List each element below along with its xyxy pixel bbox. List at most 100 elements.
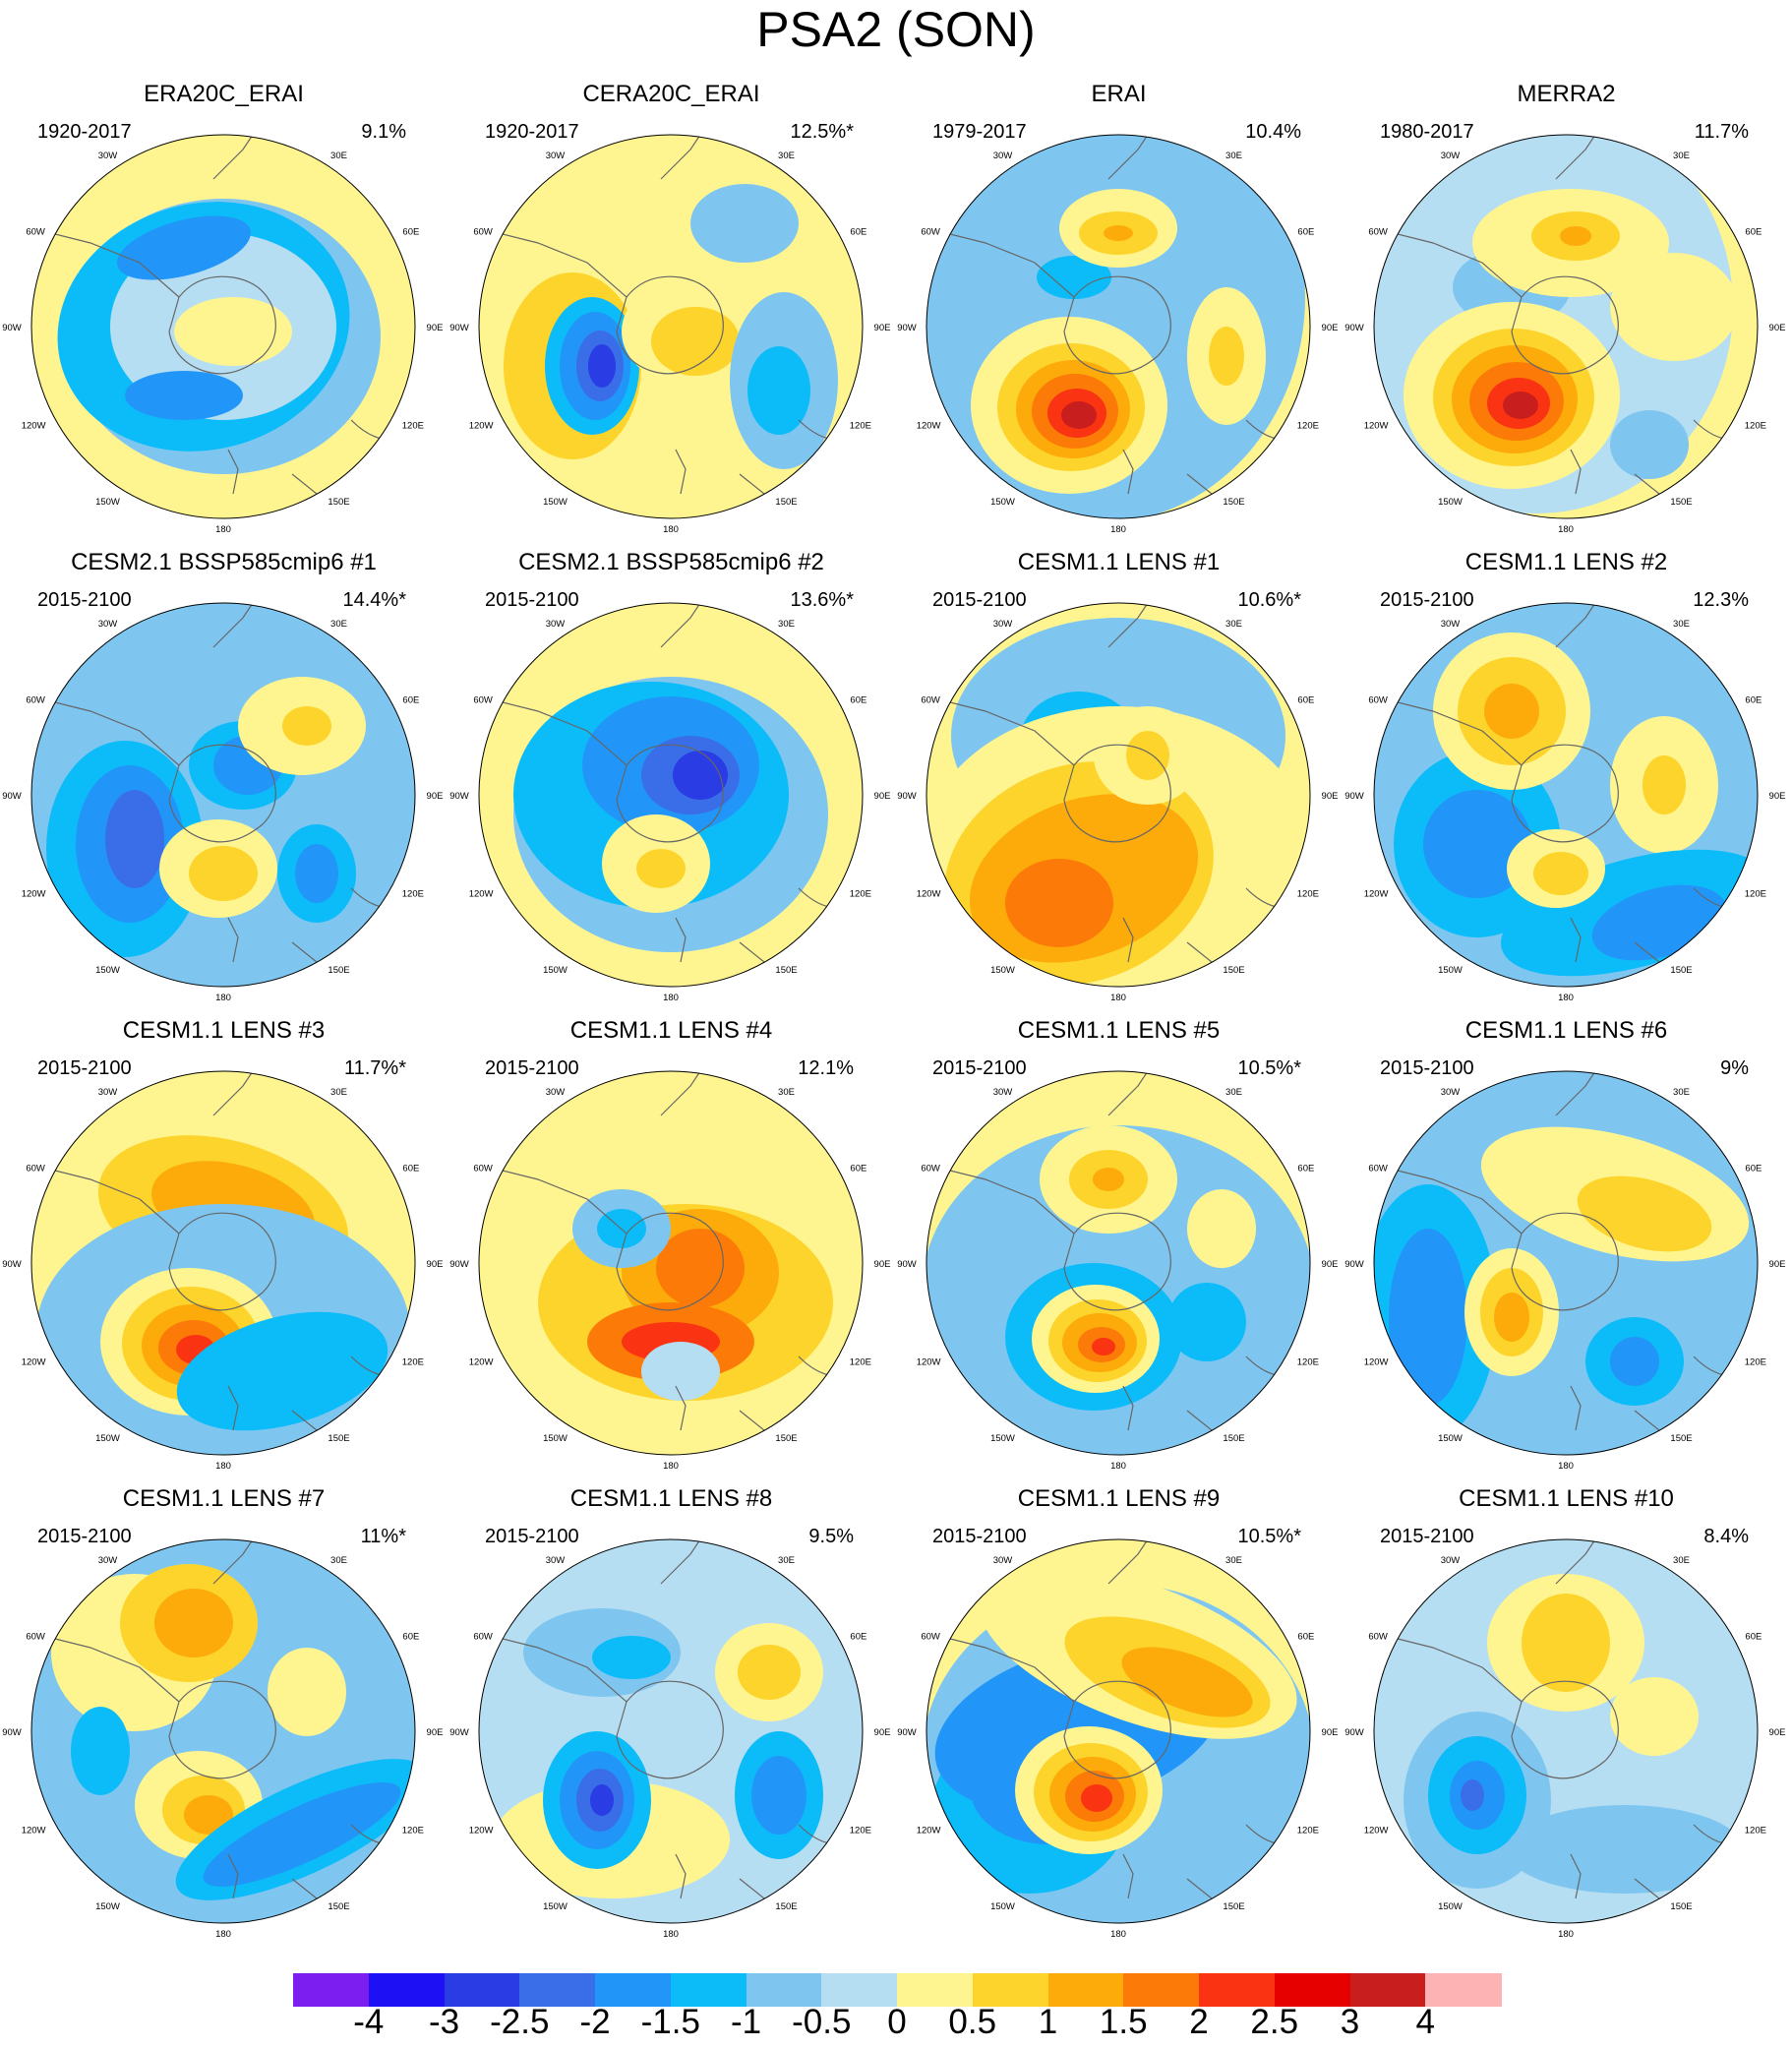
longitude-label: 120W	[1364, 421, 1389, 432]
longitude-label: 90W	[2, 1259, 22, 1270]
longitude-label: 30E	[1225, 151, 1242, 161]
longitude-label: 120E	[402, 889, 424, 900]
map-panel: CESM1.1 LENS #3 2015-2100 11.7%* 0 180 90W 90E…	[0, 1017, 448, 1484]
colorbar-tick-label: 0.5	[948, 2003, 997, 2041]
longitude-label: 0	[668, 1066, 673, 1068]
panel-title: CERA20C_ERAI	[582, 81, 760, 107]
longitude-label: 90W	[1344, 323, 1364, 333]
longitude-label: 90E	[427, 1259, 444, 1270]
longitude-label: 30W	[993, 1087, 1013, 1098]
longitude-label: 30E	[1673, 1087, 1690, 1098]
panel-period: 1980-2017	[1380, 121, 1474, 143]
longitude-label: 30W	[546, 619, 566, 630]
colorbar-tick-label: 2.5	[1250, 2003, 1299, 2041]
anomaly-contour	[590, 1784, 614, 1816]
panel-period: 2015-2100	[485, 1526, 579, 1547]
longitude-label: 120W	[22, 421, 46, 432]
longitude-label: 60W	[921, 1632, 940, 1643]
anomaly-contour	[1104, 225, 1133, 241]
longitude-label: 30W	[98, 151, 118, 161]
longitude-label: 60E	[402, 695, 419, 706]
panel-title: ERAI	[1091, 81, 1147, 107]
polar-stereographic-map: 0 180 90W 90E 30W 30E 60W 60E 120W 120E 150W 150E	[897, 598, 1338, 1001]
longitude-label: 60E	[1745, 1164, 1762, 1175]
colorbar-swatch	[293, 1973, 370, 2007]
longitude-label: 60W	[26, 695, 45, 706]
anomaly-contour	[105, 790, 164, 888]
polar-stereographic-map: 0 180 90W 90E 30W 30E 60W 60E 120W 120E 150W 150E	[449, 130, 890, 533]
longitude-label: 60W	[26, 227, 45, 238]
longitude-label: 150E	[775, 1433, 797, 1444]
colorbar-swatch	[1199, 1973, 1276, 2007]
anomaly-contour	[1061, 401, 1097, 429]
coastline	[479, 1539, 863, 1923]
longitude-label: 30E	[778, 1087, 795, 1098]
anomaly-contour	[751, 1756, 806, 1835]
colorbar-swatch	[1425, 1973, 1502, 2007]
map-border	[30, 1070, 416, 1456]
colorbar-swatch	[368, 1973, 445, 2007]
anomaly-contour	[282, 706, 331, 746]
coastline	[479, 603, 863, 987]
longitude-label: 60W	[1368, 1632, 1388, 1643]
longitude-label: 180	[215, 1929, 231, 1938]
longitude-label: 90E	[1769, 791, 1786, 802]
colorbar-tick-label: -2.5	[490, 2003, 550, 2041]
map-panel: CESM1.1 LENS #4 2015-2100 12.1% 0 180 90W 90E 3…	[448, 1017, 895, 1484]
longitude-label: 120E	[1297, 1357, 1319, 1368]
map-border	[926, 602, 1311, 988]
polar-stereographic-map: 0 180 90W 90E 30W 30E 60W 60E 120W 120E 150W 150E	[2, 1535, 443, 1938]
panel-period: 1920-2017	[485, 121, 579, 143]
panel-explained-variance: 9%	[1720, 1057, 1749, 1079]
figure-title: PSA2 (SON)	[756, 2, 1036, 57]
colorbar-tick-label: 0	[887, 2003, 907, 2041]
map-border	[30, 1538, 416, 1924]
longitude-label: 150W	[1438, 497, 1463, 508]
longitude-label: 180	[1110, 524, 1126, 533]
longitude-label: 90W	[897, 1727, 917, 1738]
longitude-label: 150E	[775, 965, 797, 976]
longitude-label: 150E	[328, 1901, 349, 1912]
longitude-label: 30E	[1673, 1555, 1690, 1566]
anomaly-contour	[1522, 1594, 1610, 1692]
panel-period: 2015-2100	[932, 589, 1027, 611]
longitude-label: 60E	[1745, 695, 1762, 706]
coastline	[31, 1539, 415, 1923]
longitude-label: 180	[1110, 1461, 1126, 1470]
anomaly-contour	[174, 297, 292, 366]
longitude-label: 30W	[98, 1087, 118, 1098]
longitude-label: 30W	[1441, 151, 1461, 161]
anomaly-contour	[1209, 327, 1244, 386]
longitude-label: 60W	[473, 695, 493, 706]
longitude-label: 90E	[1322, 323, 1339, 333]
longitude-label: 150W	[990, 1433, 1015, 1444]
coastline	[1374, 603, 1758, 987]
longitude-label: 180	[215, 993, 231, 1001]
longitude-label: 150E	[775, 497, 797, 508]
longitude-label: 150E	[1670, 1901, 1692, 1912]
longitude-label: 120W	[22, 1357, 46, 1368]
colorbar	[293, 1973, 1502, 2007]
longitude-label: 150E	[1223, 497, 1244, 508]
longitude-label: 30E	[778, 619, 795, 630]
longitude-label: 30W	[1441, 1087, 1461, 1098]
longitude-label: 180	[1558, 1929, 1574, 1938]
map-panel: CESM2.1 BSSP585cmip6 #2 2015-2100 13.6%* 0 1…	[448, 549, 895, 1016]
longitude-label: 60W	[26, 1164, 45, 1175]
longitude-label: 30W	[546, 1087, 566, 1098]
longitude-label: 0	[1563, 598, 1568, 600]
longitude-label: 30E	[1225, 1087, 1242, 1098]
longitude-label: 120E	[850, 1826, 871, 1837]
anomaly-contour	[641, 1342, 720, 1401]
anomaly-contour	[1610, 1337, 1659, 1386]
longitude-label: 0	[1115, 598, 1120, 600]
colorbar-swatch	[595, 1973, 672, 2007]
anomaly-contour	[184, 1795, 233, 1835]
anomaly-contour	[1494, 1293, 1529, 1342]
longitude-label: 30W	[993, 619, 1013, 630]
panel-title: CESM1.1 LENS #2	[1464, 549, 1668, 575]
panel-title: CESM2.1 BSSP585cmip6 #1	[71, 549, 377, 575]
longitude-label: 60E	[850, 1632, 866, 1643]
longitude-label: 150E	[1223, 1433, 1244, 1444]
map-panel: ERAI 1979-2017 10.4% 0 180 90W 90E 30W 30E 60W 60E…	[895, 81, 1343, 548]
